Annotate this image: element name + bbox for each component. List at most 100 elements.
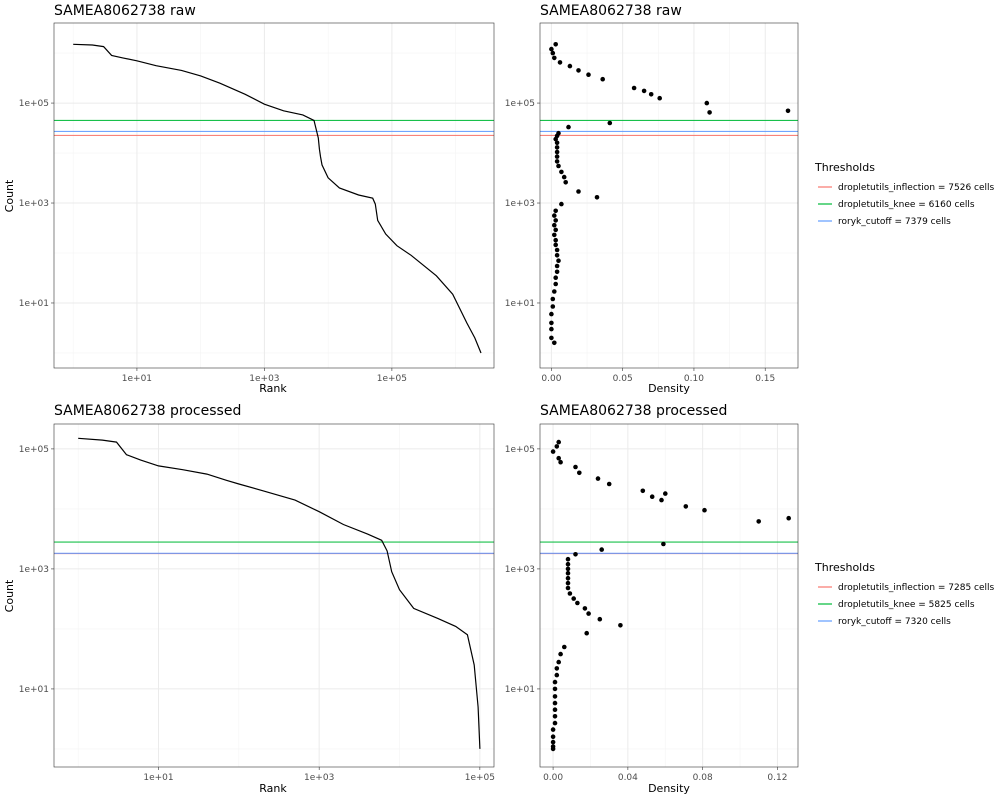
data-point <box>552 700 558 706</box>
data-point <box>565 570 571 576</box>
data-point <box>556 439 561 445</box>
chart-title: SAMEA8062738 processed <box>54 403 241 419</box>
data-point <box>683 504 689 509</box>
x-tick-label: 0.05 <box>613 374 633 384</box>
data-point <box>553 281 558 287</box>
data-point <box>595 476 601 481</box>
data-point <box>549 326 554 332</box>
legend-label: dropletutils_knee = 6160 cells <box>838 200 975 210</box>
series-line <box>78 437 481 749</box>
data-point <box>565 585 571 591</box>
legend-label: dropletutils_knee = 5825 cells <box>838 600 975 610</box>
legend-label: roryk_cutoff = 7320 cells <box>838 617 951 627</box>
y-tick-label: 1e+05 <box>19 99 49 109</box>
plot-area: 1e+01 1e+03 1e+05 1e+01 1e+03 1e+05 <box>19 423 495 783</box>
data-point <box>553 218 558 223</box>
data-point <box>556 163 561 169</box>
x-tick-label: 1e+01 <box>122 374 152 384</box>
legend-label: roryk_cutoff = 7379 cells <box>838 217 951 227</box>
x-tick-label: 0.00 <box>543 773 563 783</box>
raw-density-chart: SAMEA8062738 raw Density 0.00 0.05 0.10 0.1… <box>505 3 799 395</box>
panel-border <box>53 22 495 369</box>
data-point <box>567 591 573 596</box>
data-point <box>606 481 612 487</box>
y-axis-title: Count <box>3 579 16 612</box>
data-point <box>659 497 664 503</box>
data-point <box>599 547 604 552</box>
x-tick-label: 1e+03 <box>249 374 279 384</box>
data-point <box>550 449 556 454</box>
data-point <box>561 174 567 180</box>
data-point <box>785 108 791 114</box>
legend-label: dropletutils_inflection = 7285 cells <box>838 583 995 593</box>
data-point <box>550 296 556 302</box>
y-tick-label: 1e+05 <box>505 99 535 109</box>
legend-label: dropletutils_inflection = 7526 cells <box>838 183 995 193</box>
data-point <box>553 208 558 214</box>
x-axis-title: Density <box>648 382 690 395</box>
data-point <box>554 154 560 159</box>
data-point <box>552 707 558 712</box>
data-point <box>586 72 591 77</box>
data-point <box>554 672 560 678</box>
data-point <box>554 140 560 146</box>
data-point <box>553 275 558 281</box>
data-point <box>552 289 557 294</box>
data-point <box>573 464 578 470</box>
data-point <box>554 263 560 269</box>
x-tick-label: 1e+05 <box>377 374 407 384</box>
data-point <box>553 227 558 233</box>
y-tick-label: 1e+03 <box>505 565 535 575</box>
data-point <box>573 552 578 557</box>
legend-entry: dropletutils_knee = 6160 cells <box>818 200 975 210</box>
data-point <box>582 606 588 611</box>
chart-title: SAMEA8062738 processed <box>540 403 727 419</box>
data-point <box>549 335 554 341</box>
data-point <box>552 714 558 719</box>
data-point <box>648 92 654 97</box>
data-point <box>552 55 557 61</box>
legend-entry: roryk_cutoff = 7320 cells <box>818 617 951 627</box>
chart-title: SAMEA8062738 raw <box>540 3 682 19</box>
data-point <box>552 340 557 346</box>
data-point <box>584 630 589 636</box>
y-tick-label: 1e+03 <box>19 565 49 575</box>
x-axis-title: Rank <box>259 382 287 395</box>
data-point <box>550 739 556 745</box>
legend-title: Thresholds <box>814 161 875 174</box>
data-point <box>552 686 558 692</box>
y-tick-label: 1e+01 <box>505 685 535 695</box>
data-point <box>704 100 710 106</box>
legend-title: Thresholds <box>814 561 875 574</box>
data-point <box>565 575 571 581</box>
data-point <box>657 95 662 101</box>
panel-border <box>53 423 495 768</box>
data-point <box>607 120 613 126</box>
x-tick-label: 0.15 <box>755 374 775 384</box>
data-point <box>575 600 580 606</box>
data-point <box>618 623 623 628</box>
data-point <box>550 734 556 739</box>
y-axis-title: Count <box>3 179 16 212</box>
data-point <box>550 304 556 309</box>
data-point <box>586 611 591 616</box>
processed-rank-chart: SAMEA8062738 processed Rank Count 1e+01 1… <box>3 403 495 795</box>
y-tick-label: 1e+05 <box>19 445 49 455</box>
y-tick-label: 1e+03 <box>505 199 535 209</box>
data-point <box>554 247 560 253</box>
data-point <box>640 488 646 494</box>
data-point <box>559 201 564 207</box>
y-tick-label: 1e+01 <box>19 685 49 695</box>
data-point <box>571 596 576 601</box>
x-tick-label: 0.10 <box>684 374 704 384</box>
x-tick-label: 1e+01 <box>143 773 173 783</box>
y-tick-label: 1e+01 <box>505 299 535 309</box>
data-point <box>707 110 712 115</box>
data-point <box>549 320 554 326</box>
data-point <box>553 136 558 142</box>
data-point <box>567 63 573 69</box>
data-point <box>556 455 561 461</box>
x-tick-label: 1e+03 <box>304 773 334 783</box>
data-point <box>554 269 560 275</box>
y-tick-label: 1e+05 <box>505 445 535 455</box>
